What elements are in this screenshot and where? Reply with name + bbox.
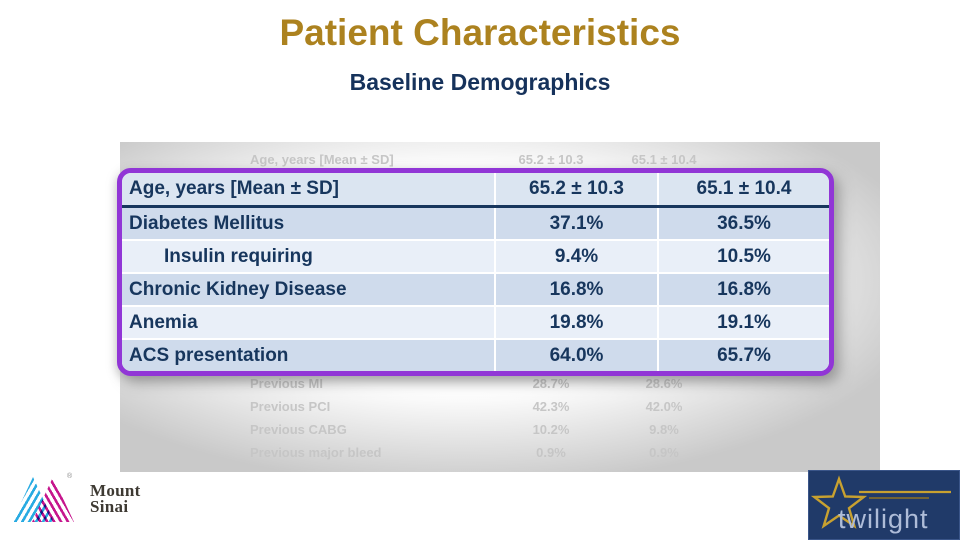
page-subtitle: Baseline Demographics — [349, 69, 611, 95]
row-label: Age, years [Mean ± SD] — [122, 173, 496, 205]
table-row: Chronic Kidney Disease 16.8% 16.8% — [122, 272, 829, 305]
row-label: Diabetes Mellitus — [122, 208, 496, 239]
faded-table-row: Age, years [Mean ± SD] 65.2 ± 10.3 65.1 … — [120, 148, 880, 170]
faded-table-row: Previous MI 28.7% 28.6% — [120, 372, 880, 394]
value-cell: 42.3% — [532, 398, 570, 414]
row-label: ACS presentation — [122, 340, 496, 371]
value-cell: 37.1% — [496, 208, 659, 239]
mount-sinai-logo: ® Mount Sinai — [12, 473, 141, 525]
mountain-icon: ® — [12, 473, 78, 525]
star-icon — [810, 475, 951, 529]
value-cell: 42.0% — [645, 398, 683, 414]
table-row: Insulin requiring 9.4% 10.5% — [122, 239, 829, 272]
value-cell: 0.9% — [649, 444, 679, 460]
value-cell: 65.7% — [717, 344, 771, 366]
value-cell: 65.2 ± 10.3 — [496, 173, 659, 205]
value-cell: 16.8% — [717, 278, 771, 300]
faded-table-row: Previous CABG 10.2% 9.8% — [120, 418, 880, 440]
row-label: Previous CABG — [250, 421, 347, 437]
mount-sinai-line2: Sinai — [90, 497, 129, 516]
mount-sinai-wordmark: Mount Sinai — [90, 481, 141, 516]
row-label: Previous PCI — [250, 398, 331, 414]
value-cell: 36.5% — [717, 212, 771, 234]
table-row: Diabetes Mellitus 37.1% 36.5% — [122, 208, 829, 239]
table-row: Anemia 19.8% 19.1% — [122, 305, 829, 338]
value-cell: 28.7% — [532, 375, 570, 391]
value-cell: 64.0% — [496, 340, 659, 371]
value-cell: 19.1% — [717, 311, 771, 333]
table-row: Age, years [Mean ± SD] 65.2 ± 10.3 65.1 … — [122, 173, 829, 208]
twilight-logo: twilight — [808, 470, 960, 540]
value-cell: 10.2% — [532, 421, 570, 437]
mount-sinai-line1: Mount — [90, 481, 141, 500]
row-label: Previous MI — [250, 375, 323, 391]
twilight-wordmark: twilight — [838, 504, 929, 534]
value-cell: 28.6% — [645, 375, 683, 391]
row-label: Anemia — [122, 307, 496, 338]
zoom-callout-table: Age, years [Mean ± SD] 65.2 ± 10.3 65.1 … — [117, 168, 834, 376]
value-cell: 19.8% — [496, 307, 659, 338]
row-label: Previous major bleed — [250, 444, 382, 460]
value-cell: 65.2 ± 10.3 — [518, 151, 584, 167]
page-title: Patient Characteristics — [279, 12, 681, 53]
faded-table-row: Previous PCI 42.3% 42.0% — [120, 395, 880, 417]
value-cell: 9.4% — [496, 241, 659, 272]
faded-table-row: Previous major bleed 0.9% 0.9% — [120, 441, 880, 463]
value-cell: 0.9% — [536, 444, 566, 460]
value-cell: 9.8% — [649, 421, 679, 437]
value-cell: 10.5% — [717, 245, 771, 267]
row-label: Insulin requiring — [122, 241, 496, 272]
value-cell: 65.1 ± 10.4 — [631, 151, 697, 167]
registered-mark: ® — [67, 473, 73, 480]
value-cell: 65.1 ± 10.4 — [696, 178, 792, 199]
table-row: ACS presentation 64.0% 65.7% — [122, 338, 829, 371]
row-label: Age, years [Mean ± SD] — [250, 151, 394, 167]
value-cell: 16.8% — [496, 274, 659, 305]
row-label: Chronic Kidney Disease — [122, 274, 496, 305]
